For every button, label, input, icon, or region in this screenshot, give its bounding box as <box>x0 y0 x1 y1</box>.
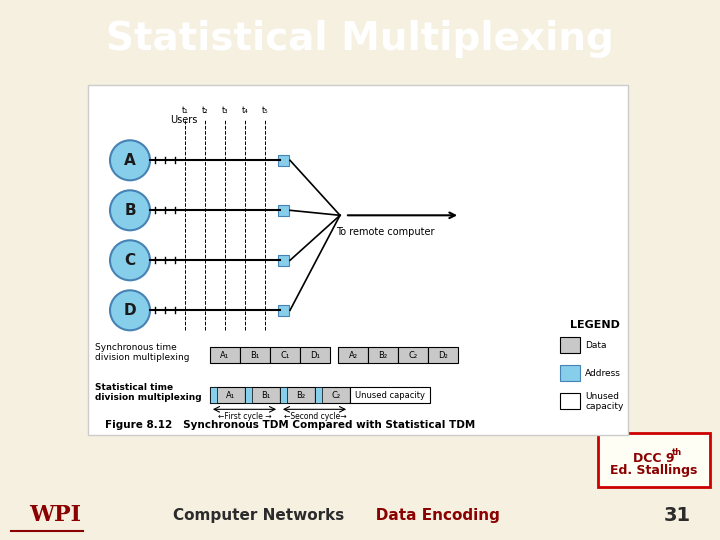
Bar <box>240 347 270 363</box>
Bar <box>560 338 580 353</box>
Bar <box>398 347 428 363</box>
Text: D₁: D₁ <box>310 351 320 360</box>
Text: t₅: t₅ <box>261 106 269 116</box>
Text: DCC 9: DCC 9 <box>634 452 675 465</box>
Text: B₁: B₁ <box>251 351 260 360</box>
Text: division multiplexing: division multiplexing <box>95 353 189 362</box>
Bar <box>278 255 289 266</box>
Circle shape <box>110 190 150 230</box>
Text: t₄: t₄ <box>242 106 248 116</box>
Bar <box>560 366 580 381</box>
Bar <box>560 393 580 409</box>
Text: ←First cycle →: ←First cycle → <box>218 413 272 421</box>
FancyBboxPatch shape <box>598 433 710 487</box>
Text: B₂: B₂ <box>297 391 305 400</box>
Text: Synchronous time: Synchronous time <box>95 343 176 352</box>
Bar <box>350 387 430 403</box>
Bar <box>338 347 368 363</box>
Bar <box>315 387 350 403</box>
Bar <box>278 305 289 316</box>
Circle shape <box>110 291 150 330</box>
Text: ←Second cycle→: ←Second cycle→ <box>284 413 346 421</box>
Text: To remote computer: To remote computer <box>336 227 434 237</box>
Text: A₁: A₁ <box>220 351 230 360</box>
Text: B₁: B₁ <box>261 391 271 400</box>
FancyBboxPatch shape <box>88 85 628 435</box>
Bar <box>368 347 398 363</box>
Text: D: D <box>124 303 136 318</box>
Text: Unused capacity: Unused capacity <box>355 391 425 400</box>
Bar <box>210 347 240 363</box>
Text: Address: Address <box>585 369 621 378</box>
Text: A₁: A₁ <box>226 391 235 400</box>
Bar <box>270 347 300 363</box>
Bar <box>280 387 315 403</box>
Bar <box>210 387 245 403</box>
Text: Statistical Multiplexing: Statistical Multiplexing <box>106 20 614 58</box>
Text: D₂: D₂ <box>438 351 448 360</box>
Text: division multiplexing: division multiplexing <box>95 393 202 402</box>
Bar <box>315 387 322 403</box>
Text: Figure 8.12   Synchronous TDM Compared with Statistical TDM: Figure 8.12 Synchronous TDM Compared wit… <box>105 420 475 430</box>
Circle shape <box>110 140 150 180</box>
Text: A₂: A₂ <box>348 351 358 360</box>
Circle shape <box>110 240 150 280</box>
Text: Users: Users <box>170 116 197 125</box>
Text: t₂: t₂ <box>202 106 208 116</box>
Text: Unused
capacity: Unused capacity <box>585 392 624 411</box>
Bar <box>278 156 289 166</box>
Text: A: A <box>124 153 136 168</box>
Text: Data: Data <box>585 341 606 350</box>
Text: C: C <box>125 253 135 268</box>
Bar <box>245 387 280 403</box>
Bar <box>245 387 252 403</box>
Bar <box>300 347 330 363</box>
Text: C₁: C₁ <box>280 351 289 360</box>
Bar <box>210 387 217 403</box>
Text: 31: 31 <box>664 505 691 525</box>
Bar <box>278 205 289 217</box>
Text: B: B <box>124 203 136 218</box>
Text: LEGEND: LEGEND <box>570 320 620 330</box>
Bar <box>428 347 458 363</box>
Text: WPI: WPI <box>29 504 81 526</box>
Text: B₂: B₂ <box>379 351 387 360</box>
Text: Computer Networks: Computer Networks <box>173 508 360 523</box>
Text: t₃: t₃ <box>222 106 228 116</box>
Text: C₂: C₂ <box>408 351 418 360</box>
Text: th: th <box>672 448 682 457</box>
Text: C₂: C₂ <box>331 391 341 400</box>
Text: t₁: t₁ <box>181 106 189 116</box>
Bar <box>280 387 287 403</box>
Text: Ed. Stallings: Ed. Stallings <box>611 464 698 477</box>
Text: Statistical time: Statistical time <box>95 383 173 392</box>
Text: Data Encoding: Data Encoding <box>360 508 500 523</box>
